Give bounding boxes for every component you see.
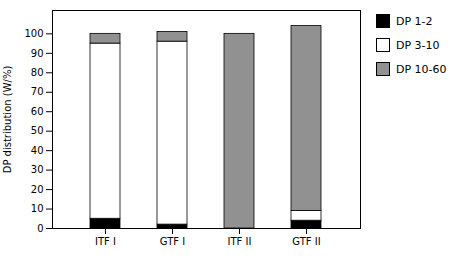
- svg-text:DP distribution (W/%): DP distribution (W/%): [2, 66, 13, 174]
- svg-text:GTF I: GTF I: [160, 236, 185, 247]
- svg-text:20: 20: [31, 184, 44, 195]
- svg-text:70: 70: [31, 86, 44, 97]
- svg-text:30: 30: [31, 164, 44, 175]
- svg-text:GTF II: GTF II: [292, 236, 320, 247]
- svg-text:ITF I: ITF I: [95, 236, 116, 247]
- svg-text:0: 0: [37, 223, 43, 234]
- svg-text:ITF II: ITF II: [228, 236, 252, 247]
- svg-text:40: 40: [31, 145, 44, 156]
- svg-text:50: 50: [31, 125, 44, 136]
- html-text:DP 10-60: DP 10-60: [396, 62, 447, 76]
- html-text:DP 3-10: DP 3-10: [396, 38, 440, 52]
- svg-text:80: 80: [31, 67, 44, 78]
- svg-text:60: 60: [31, 106, 44, 117]
- svg-text:100: 100: [24, 28, 43, 39]
- svg-text:10: 10: [31, 203, 44, 214]
- html-text:DP 1-2: DP 1-2: [396, 14, 433, 28]
- svg-text:90: 90: [31, 48, 44, 59]
